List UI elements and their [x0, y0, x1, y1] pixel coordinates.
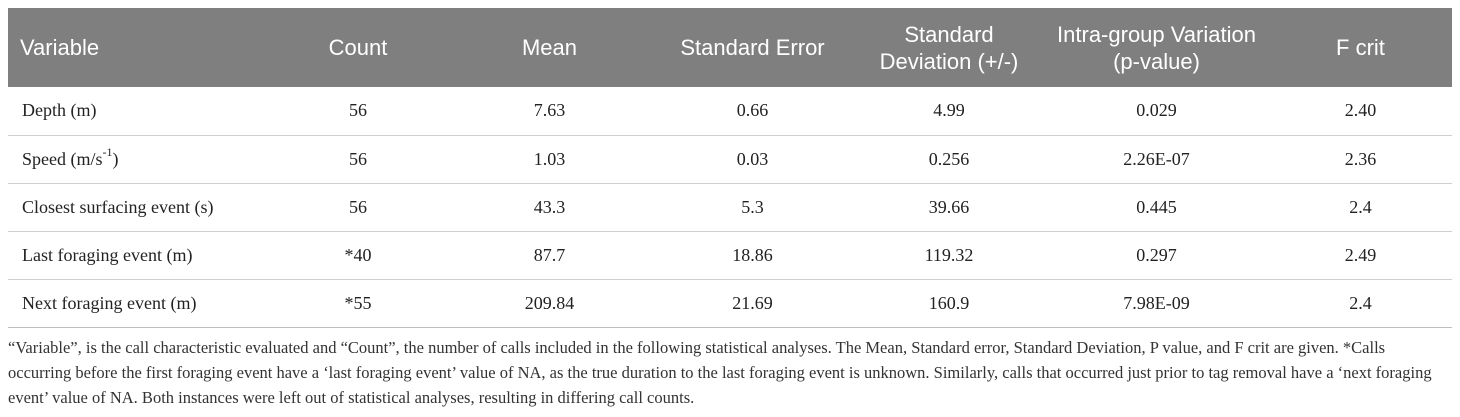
table-row: Speed (m/s-1) 56 1.03 0.03 0.256 2.26E-0… [8, 135, 1452, 183]
cell-count: *55 [344, 292, 372, 313]
cell-p-value: 7.98E-09 [1123, 292, 1190, 313]
table-row: Closest surfacing event (s) 56 43.3 5.3 … [8, 183, 1452, 231]
header-mean: Mean [521, 35, 578, 60]
header-standard-deviation: Standard Deviation (+/-) [879, 21, 1019, 74]
variable-label: Last foraging event (m) [22, 244, 193, 265]
cell-variable: Depth (m) [8, 87, 268, 135]
cell-variable: Closest surfacing event (s) [8, 183, 268, 231]
header-count: Count [328, 35, 388, 60]
cell-p-value: 0.445 [1136, 196, 1177, 217]
cell-mean: 209.84 [524, 292, 575, 313]
cell-p-value: 2.26E-07 [1123, 148, 1190, 169]
variable-label: Next foraging event (m) [22, 292, 197, 313]
table-row: Depth (m) 56 7.63 0.66 4.99 0.029 2.40 [8, 87, 1452, 135]
header-standard-error: Standard Error [680, 35, 825, 60]
cell-standard-deviation: 4.99 [933, 100, 965, 121]
cell-mean: 87.7 [533, 244, 566, 265]
cell-f-crit: 2.4 [1349, 196, 1372, 217]
document-page: Variable Count Mean Standard Error Stand… [4, 0, 1456, 417]
cell-standard-error: 0.03 [736, 148, 769, 169]
cell-p-value: 0.029 [1136, 100, 1177, 121]
cell-variable: Last foraging event (m) [8, 231, 268, 279]
variable-superscript: -1 [102, 144, 113, 159]
cell-standard-error: 5.3 [741, 196, 764, 217]
cell-count: *40 [344, 244, 372, 265]
variable-label: Speed (m/s [22, 148, 103, 169]
cell-standard-error: 18.86 [732, 244, 773, 265]
cell-variable: Next foraging event (m) [8, 279, 268, 327]
cell-count: 56 [349, 196, 367, 217]
table-row: Next foraging event (m) *55 209.84 21.69… [8, 279, 1452, 327]
cell-count: 56 [349, 100, 367, 121]
cell-variable: Speed (m/s-1) [8, 135, 268, 183]
table-caption: “Variable”, is the call characteristic e… [8, 338, 1432, 407]
cell-count: 56 [349, 148, 367, 169]
cell-standard-deviation: 160.9 [928, 292, 970, 313]
cell-f-crit: 2.40 [1344, 100, 1377, 121]
table-row: Last foraging event (m) *40 87.7 18.86 1… [8, 231, 1452, 279]
header-variable: Variable [20, 35, 100, 60]
cell-standard-error: 0.66 [736, 100, 769, 121]
table-header-row: Variable Count Mean Standard Error Stand… [8, 8, 1452, 87]
cell-mean: 7.63 [533, 100, 566, 121]
variable-label: Depth (m) [22, 100, 97, 121]
cell-mean: 1.03 [533, 148, 566, 169]
cell-mean: 43.3 [533, 196, 566, 217]
header-f-crit: F crit [1336, 35, 1385, 60]
cell-standard-deviation: 119.32 [924, 244, 974, 265]
header-intra-group-variation: Intra-group Variation (p-value) [1057, 21, 1256, 74]
cell-f-crit: 2.49 [1344, 244, 1377, 265]
cell-standard-error: 21.69 [732, 292, 773, 313]
statistics-table: Variable Count Mean Standard Error Stand… [8, 8, 1452, 328]
cell-standard-deviation: 0.256 [928, 148, 970, 169]
cell-f-crit: 2.36 [1344, 148, 1377, 169]
cell-p-value: 0.297 [1136, 244, 1177, 265]
variable-label-tail: ) [112, 148, 119, 169]
variable-label: Closest surfacing event (s) [22, 196, 214, 217]
cell-f-crit: 2.4 [1349, 292, 1372, 313]
cell-standard-deviation: 39.66 [928, 196, 970, 217]
